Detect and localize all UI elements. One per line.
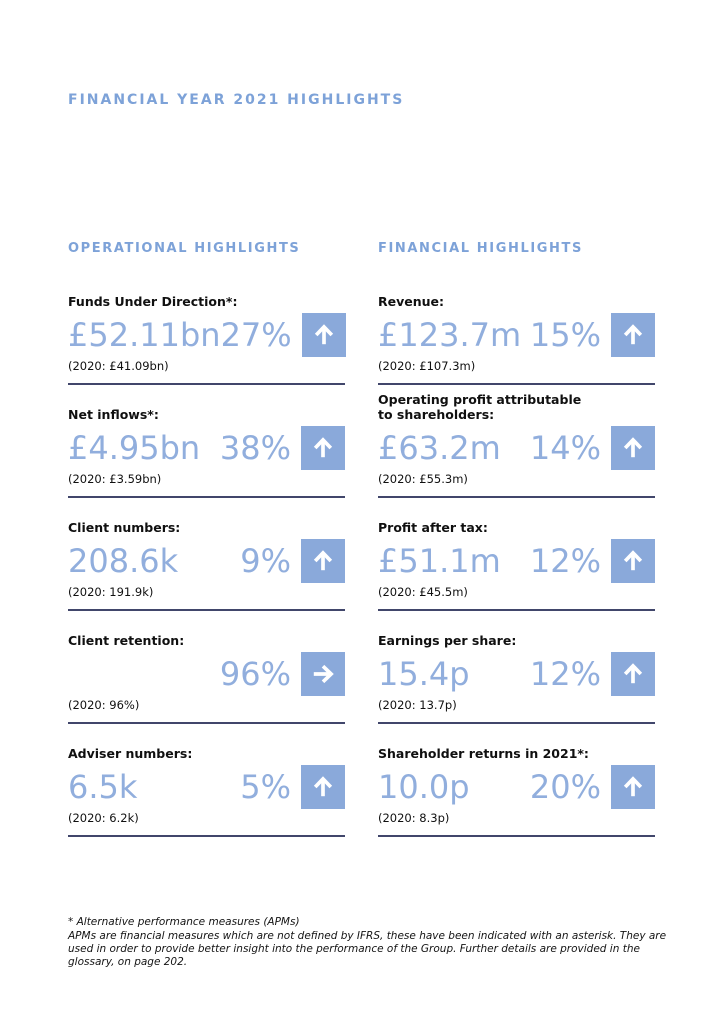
metric-label: Client numbers: bbox=[68, 519, 181, 535]
metric-label: Shareholder returns in 2021*: bbox=[378, 745, 589, 761]
metric-prior-value: (2020: £107.3m) bbox=[378, 359, 476, 373]
metric-prior-value: (2020: 8.3p) bbox=[378, 811, 450, 825]
metric-value: 15.4p bbox=[378, 655, 470, 693]
metric-label: Operating profit attributable to shareho… bbox=[378, 392, 582, 422]
column-heading-operational: OPERATIONAL HIGHLIGHTS bbox=[68, 241, 301, 256]
metric-value: £63.2m bbox=[378, 429, 501, 467]
divider bbox=[68, 609, 345, 611]
divider bbox=[68, 835, 345, 837]
metric-prior-value: (2020: £3.59bn) bbox=[68, 472, 162, 486]
metric-value: £51.1m bbox=[378, 542, 501, 580]
metric-net-inflows: Net inflows*: £4.95bn 38% (2020: £3.59bn… bbox=[68, 394, 345, 498]
up-arrow-icon bbox=[611, 652, 655, 696]
metric-label: Funds Under Direction*: bbox=[68, 293, 238, 309]
metric-label: Earnings per share: bbox=[378, 632, 517, 648]
metric-label: Revenue: bbox=[378, 293, 445, 309]
highlights-columns: OPERATIONAL HIGHLIGHTS Funds Under Direc… bbox=[68, 241, 656, 846]
operational-highlights-column: OPERATIONAL HIGHLIGHTS Funds Under Direc… bbox=[68, 241, 346, 846]
metric-prior-value: (2020: £41.09bn) bbox=[68, 359, 169, 373]
metric-shareholder-returns: Shareholder returns in 2021*: 10.0p 20% … bbox=[378, 733, 655, 837]
up-arrow-icon bbox=[611, 765, 655, 809]
metric-adviser-numbers: Adviser numbers: 6.5k 5% (2020: 6.2k) bbox=[68, 733, 345, 837]
metric-operating-profit: Operating profit attributable to shareho… bbox=[378, 392, 655, 498]
metric-label: Adviser numbers: bbox=[68, 745, 193, 761]
up-arrow-icon bbox=[301, 313, 346, 357]
financial-highlights-column: FINANCIAL HIGHLIGHTS Revenue: £123.7m 15… bbox=[378, 241, 655, 846]
metric-change-value: 15% bbox=[529, 316, 601, 354]
metric-client-numbers: Client numbers: 208.6k 9% (2020: 191.9k) bbox=[68, 507, 345, 611]
divider bbox=[378, 609, 655, 611]
metric-change-value: 38% bbox=[219, 429, 291, 467]
divider bbox=[378, 383, 655, 385]
up-arrow-icon bbox=[611, 313, 655, 357]
divider bbox=[68, 383, 345, 385]
page-title: FINANCIAL YEAR 2021 HIGHLIGHTS bbox=[68, 92, 405, 108]
metric-value: £4.95bn bbox=[68, 429, 201, 467]
metric-change-value: 5% bbox=[240, 768, 291, 806]
metric-label: Net inflows*: bbox=[68, 406, 159, 422]
metric-change-value: 96% bbox=[219, 655, 291, 693]
metric-client-retention: Client retention: 96% (2020: 96%) bbox=[68, 620, 345, 724]
metric-funds-under-direction: Funds Under Direction*: £52.11bn 27% (20… bbox=[68, 281, 346, 385]
up-arrow-icon bbox=[301, 539, 345, 583]
divider bbox=[378, 835, 655, 837]
column-heading-financial: FINANCIAL HIGHLIGHTS bbox=[378, 241, 583, 256]
metric-earnings-per-share: Earnings per share: 15.4p 12% (2020: 13.… bbox=[378, 620, 655, 724]
metric-value: £123.7m bbox=[378, 316, 522, 354]
divider bbox=[68, 722, 345, 724]
up-arrow-icon bbox=[611, 539, 655, 583]
metric-value: 6.5k bbox=[68, 768, 138, 806]
metric-profit-after-tax: Profit after tax: £51.1m 12% (2020: £45.… bbox=[378, 507, 655, 611]
metric-change-value: 27% bbox=[220, 316, 292, 354]
metric-prior-value: (2020: 6.2k) bbox=[68, 811, 139, 825]
footnote-text: APMs are financial measures which are no… bbox=[68, 930, 667, 969]
metric-change-value: 12% bbox=[529, 655, 601, 693]
metric-label: Client retention: bbox=[68, 632, 185, 648]
metric-prior-value: (2020: £45.5m) bbox=[378, 585, 468, 599]
up-arrow-icon bbox=[611, 426, 655, 470]
footnote: * Alternative performance measures (APMs… bbox=[68, 916, 688, 970]
metric-change-value: 9% bbox=[240, 542, 291, 580]
right-arrow-icon bbox=[301, 652, 345, 696]
metric-change-value: 14% bbox=[529, 429, 601, 467]
metric-prior-value: (2020: 96%) bbox=[68, 698, 140, 712]
metric-change-value: 12% bbox=[529, 542, 601, 580]
divider bbox=[378, 496, 655, 498]
metric-value: 208.6k bbox=[68, 542, 179, 580]
divider bbox=[68, 496, 345, 498]
up-arrow-icon bbox=[301, 426, 345, 470]
metric-prior-value: (2020: 13.7p) bbox=[378, 698, 457, 712]
up-arrow-icon bbox=[301, 765, 345, 809]
divider bbox=[378, 722, 655, 724]
metric-prior-value: (2020: £55.3m) bbox=[378, 472, 468, 486]
metric-value: 10.0p bbox=[378, 768, 470, 806]
report-page: FINANCIAL YEAR 2021 HIGHLIGHTS OPERATION… bbox=[68, 92, 688, 970]
metric-label: Profit after tax: bbox=[378, 519, 488, 535]
footnote-title: * Alternative performance measures (APMs… bbox=[68, 916, 300, 928]
metric-revenue: Revenue: £123.7m 15% (2020: £107.3m) bbox=[378, 281, 655, 385]
metric-value: £52.11bn bbox=[68, 316, 221, 354]
metric-change-value: 20% bbox=[529, 768, 601, 806]
metric-prior-value: (2020: 191.9k) bbox=[68, 585, 154, 599]
